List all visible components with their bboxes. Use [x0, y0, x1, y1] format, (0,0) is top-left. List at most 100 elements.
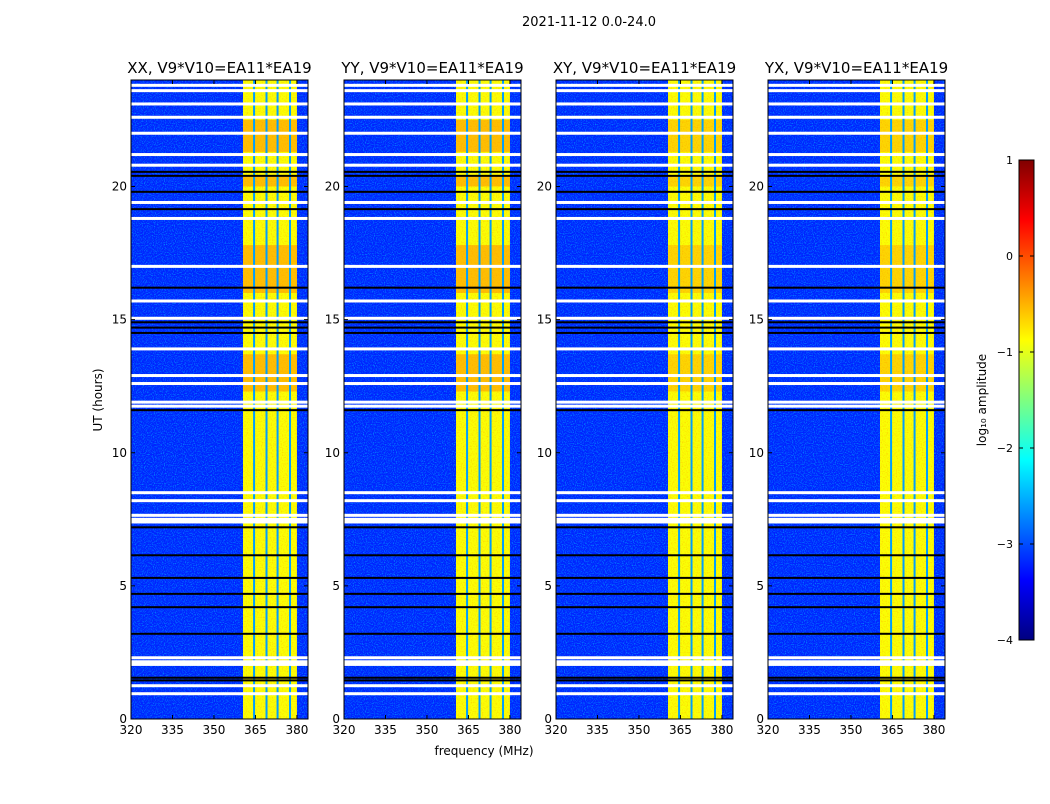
- y-tick-label: 15: [325, 313, 340, 327]
- flagged-row-white: [131, 102, 308, 106]
- flagged-row-white: [556, 662, 733, 666]
- flagged-row-white: [556, 216, 733, 220]
- flagged-row-white: [768, 115, 945, 119]
- flagged-row-white: [556, 264, 733, 268]
- flagged-row-white: [768, 491, 945, 495]
- flagged-row-white: [131, 264, 308, 268]
- rfi-channel-gap: [678, 80, 681, 719]
- flagged-row-white: [344, 662, 521, 666]
- flagged-row-black: [344, 676, 521, 679]
- rfi-channel-gap: [502, 80, 505, 719]
- flagged-row-black: [131, 679, 308, 682]
- colorbar-label: log₁₀ amplitude: [975, 354, 989, 446]
- rfi-channel-gap: [926, 80, 929, 719]
- rfi-channel-gap: [489, 80, 492, 719]
- flagged-row-black: [131, 170, 308, 173]
- flagged-row-black: [768, 190, 945, 193]
- flagged-row-white: [556, 299, 733, 303]
- flagged-row-black: [556, 208, 733, 211]
- flagged-row-white: [131, 374, 308, 378]
- flagged-row-black: [556, 554, 733, 557]
- flagged-row-black: [344, 409, 521, 412]
- flagged-row-black: [131, 526, 308, 529]
- flagged-row-black: [131, 321, 308, 324]
- x-tick-label: 350: [840, 723, 863, 737]
- y-tick-label: 10: [537, 446, 552, 460]
- flagged-row-white: [768, 264, 945, 268]
- flagged-row-white: [344, 656, 521, 660]
- x-tick-label: 335: [798, 723, 821, 737]
- x-tick-label: 380: [285, 723, 308, 737]
- flagged-row-white: [556, 102, 733, 106]
- y-tick-label: 0: [544, 712, 552, 726]
- flagged-row-white: [131, 660, 308, 664]
- axes-frame: [767, 79, 946, 720]
- flagged-row-black: [768, 208, 945, 211]
- x-tick-label: 365: [669, 723, 692, 737]
- flagged-row-white: [344, 163, 521, 167]
- x-tick-label: 335: [374, 723, 397, 737]
- panel-4: YX, V9*V10=EA11*EA19 320 335 350 365 380 0 5 10 1…: [749, 59, 948, 737]
- x-tick-label: 320: [120, 723, 143, 737]
- y-tick-label: 15: [537, 313, 552, 327]
- y-tick-label: 0: [119, 712, 127, 726]
- rfi-channel-gap: [690, 80, 693, 719]
- flagged-row-white: [131, 499, 308, 503]
- flagged-row-black: [344, 606, 521, 609]
- flagged-row-black: [344, 170, 521, 173]
- flagged-row-white: [131, 83, 308, 87]
- flagged-row-black: [131, 326, 308, 329]
- flagged-row-black: [556, 326, 733, 329]
- y-tick-label: 20: [749, 180, 764, 194]
- flagged-row-white: [131, 153, 308, 157]
- x-tick-label: 365: [881, 723, 904, 737]
- flagged-row-white: [344, 102, 521, 106]
- strong-rfi-block: [668, 245, 722, 293]
- panel-title: XY, V9*V10=EA11*EA19: [553, 59, 736, 77]
- flagged-row-black: [556, 170, 733, 173]
- rfi-channel-gap: [478, 80, 481, 719]
- flagged-row-black: [556, 576, 733, 579]
- colorbar-tick-label: −1: [997, 346, 1013, 359]
- flagged-row-black: [131, 592, 308, 595]
- flagged-row-white: [344, 153, 521, 157]
- flagged-row-white: [768, 131, 945, 135]
- flagged-row-white: [131, 347, 308, 351]
- flagged-row-white: [556, 83, 733, 87]
- colorbar: −4 −3 −2 −1 0 1 log₁₀ amplitude: [975, 154, 1035, 647]
- x-tick-label: 320: [545, 723, 568, 737]
- flagged-row-white: [768, 163, 945, 167]
- colorbar-tick-label: 1: [1006, 154, 1013, 167]
- flagged-row-white: [768, 153, 945, 157]
- strong-rfi-block: [456, 119, 510, 152]
- flagged-row-white: [344, 400, 521, 404]
- x-tick-label: 365: [457, 723, 480, 737]
- flagged-row-white: [556, 491, 733, 495]
- flagged-row-black: [344, 592, 521, 595]
- flagged-row-black: [131, 632, 308, 635]
- flagged-row-white: [131, 216, 308, 220]
- flagged-row-white: [344, 374, 521, 378]
- flagged-row-black: [556, 286, 733, 289]
- flagged-row-white: [131, 491, 308, 495]
- y-tick-label: 5: [332, 579, 340, 593]
- rfi-band-texture: [880, 80, 934, 719]
- flagged-row-white: [768, 660, 945, 664]
- flagged-row-white: [556, 660, 733, 664]
- y-tick-label: 0: [332, 712, 340, 726]
- flagged-row-white: [556, 131, 733, 135]
- flagged-row-black: [131, 174, 308, 177]
- strong-rfi-block: [456, 175, 510, 187]
- flagged-row-white: [131, 684, 308, 688]
- x-tick-label: 320: [333, 723, 356, 737]
- flagged-row-white: [768, 662, 945, 666]
- flagged-row-white: [768, 316, 945, 320]
- flagged-row-white: [131, 382, 308, 386]
- flagged-row-white: [131, 316, 308, 320]
- strong-rfi-block: [880, 245, 934, 293]
- rfi-channel-gap: [253, 80, 256, 719]
- y-tick-label: 0: [756, 712, 764, 726]
- flagged-row-white: [768, 684, 945, 688]
- flagged-row-white: [344, 200, 521, 204]
- flagged-row-black: [768, 170, 945, 173]
